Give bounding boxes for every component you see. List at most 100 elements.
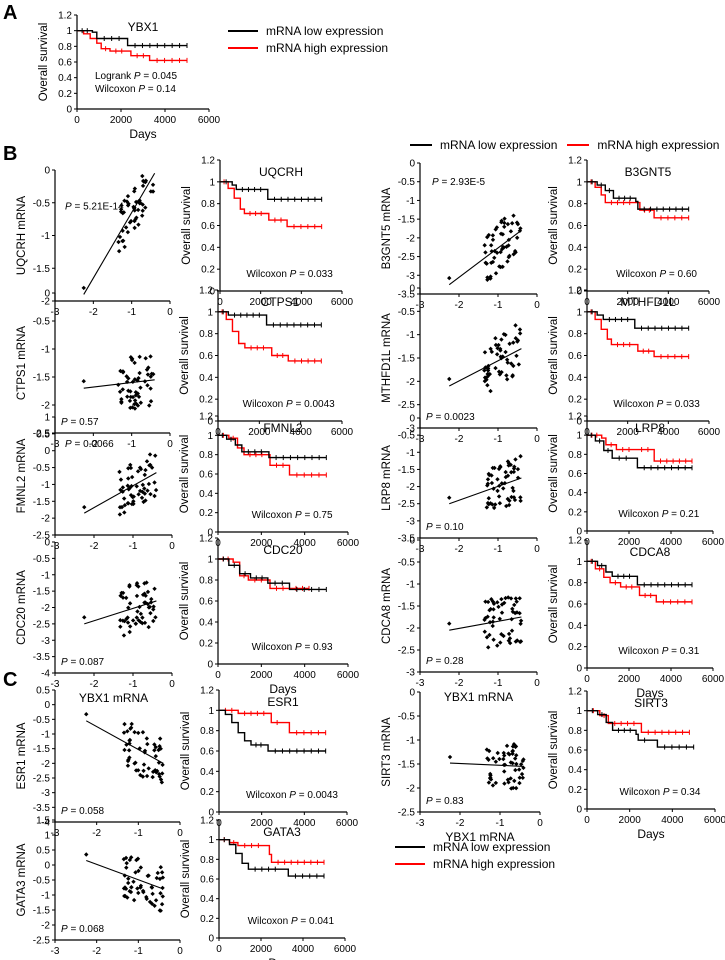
data-point	[509, 221, 515, 226]
y-tick-label: 0.4	[199, 373, 213, 384]
data-point	[120, 228, 125, 233]
data-point	[157, 736, 163, 741]
data-point	[144, 459, 150, 464]
data-point	[136, 584, 141, 589]
data-point	[148, 189, 154, 194]
x-tick-label: 2000	[250, 538, 273, 549]
annotation-value: = 0.087	[68, 657, 105, 668]
x-tick-label: -2	[456, 818, 465, 829]
y-tick-label: 1	[576, 307, 582, 318]
p-symbol: P	[65, 439, 72, 450]
data-point	[505, 360, 510, 365]
y-axis-label: Overall survival	[548, 186, 560, 265]
data-point	[120, 489, 125, 494]
y-tick-label: 0.4	[568, 243, 582, 254]
p-value-annotation: P = 0.83	[426, 796, 464, 807]
p-symbol: P	[65, 201, 72, 212]
data-point	[126, 757, 131, 762]
y-axis-label: Overall survival	[179, 316, 191, 395]
data-point	[502, 753, 507, 758]
data-point	[500, 232, 505, 237]
data-point	[125, 193, 131, 199]
x-tick-label: 0	[534, 678, 540, 689]
data-point	[491, 756, 496, 761]
y-tick-label: 0.5	[36, 846, 50, 857]
annotation-value: = 2.93E-5	[439, 177, 486, 188]
data-point	[486, 748, 492, 754]
data-point	[158, 891, 163, 896]
data-point	[135, 856, 141, 861]
y-tick-label: -0.5	[33, 317, 51, 328]
data-point	[154, 875, 159, 881]
y-tick-label: 0.4	[200, 894, 214, 905]
data-point	[143, 498, 148, 503]
data-point	[516, 362, 522, 367]
annotation-prefix: Wilcoxon	[618, 646, 661, 657]
y-tick-label: 0.8	[568, 726, 582, 737]
data-point	[121, 238, 126, 243]
data-point	[493, 365, 498, 371]
y-tick-label: -1	[41, 730, 50, 741]
data-point	[145, 589, 151, 595]
data-point	[122, 885, 128, 890]
y-tick-label: 0	[44, 700, 50, 711]
y-tick-label: 0	[44, 861, 50, 872]
data-point	[130, 618, 136, 623]
y-tick-label: 0.6	[199, 351, 213, 362]
annotation-prefix: Wilcoxon	[246, 269, 289, 280]
y-tick-label: 0.8	[58, 42, 72, 53]
data-point	[127, 601, 133, 606]
y-tick-label: 0.6	[58, 58, 72, 69]
x-tick-label: 0	[169, 541, 175, 552]
data-point	[149, 465, 155, 470]
data-point	[153, 753, 158, 759]
y-axis-label: Overall survival	[548, 711, 560, 790]
data-point	[496, 494, 502, 499]
annotation-value: = 0.21	[668, 509, 699, 520]
y-tick-label: 0.6	[199, 470, 213, 481]
data-point	[130, 494, 135, 500]
x-tick-label: 0	[217, 297, 223, 308]
data-point	[502, 224, 507, 230]
y-tick-label: -0.5	[398, 177, 416, 188]
data-point	[142, 600, 147, 605]
data-point	[486, 780, 492, 785]
y-tick-label: -1	[41, 570, 50, 581]
p-symbol: P	[286, 399, 293, 410]
x-tick-label: 6000	[331, 427, 354, 438]
data-point	[120, 595, 126, 600]
y-tick-label: -2	[406, 624, 415, 635]
y-tick-label: -1.5	[33, 744, 51, 755]
y-tick-label: -1	[406, 736, 415, 747]
data-point	[122, 244, 127, 250]
annotation: Wilcoxon P = 0.21	[618, 509, 699, 520]
y-axis-label: ESR1 mRNA	[16, 722, 28, 789]
data-point	[488, 243, 494, 248]
y-axis-label: LRP8 mRNA	[381, 445, 393, 511]
data-point	[514, 599, 519, 604]
p-value-annotation: P = 2.93E-5	[432, 177, 486, 188]
y-tick-label: 0.8	[568, 450, 582, 461]
x-tick-label: 0	[534, 300, 540, 311]
data-point	[160, 894, 165, 899]
x-tick-label: 0	[215, 670, 221, 681]
x-tick-label: 6000	[337, 538, 360, 549]
data-point	[493, 502, 498, 507]
data-point	[84, 852, 89, 857]
x-tick-label: 0	[74, 115, 80, 126]
survival-curve	[220, 181, 322, 228]
data-point	[133, 217, 138, 222]
data-point	[502, 781, 507, 786]
data-point	[489, 260, 494, 266]
data-point	[486, 645, 491, 650]
x-tick-label: 0	[537, 818, 543, 829]
y-tick-label: 0.5	[36, 429, 50, 440]
data-point	[490, 599, 496, 604]
y-tick-label: 0	[209, 287, 215, 298]
data-point	[488, 777, 494, 782]
data-point	[484, 377, 489, 382]
data-point	[127, 737, 133, 743]
y-tick-label: 1	[207, 307, 213, 318]
annotation-value: = 0.34	[670, 787, 701, 798]
data-point	[159, 870, 165, 875]
